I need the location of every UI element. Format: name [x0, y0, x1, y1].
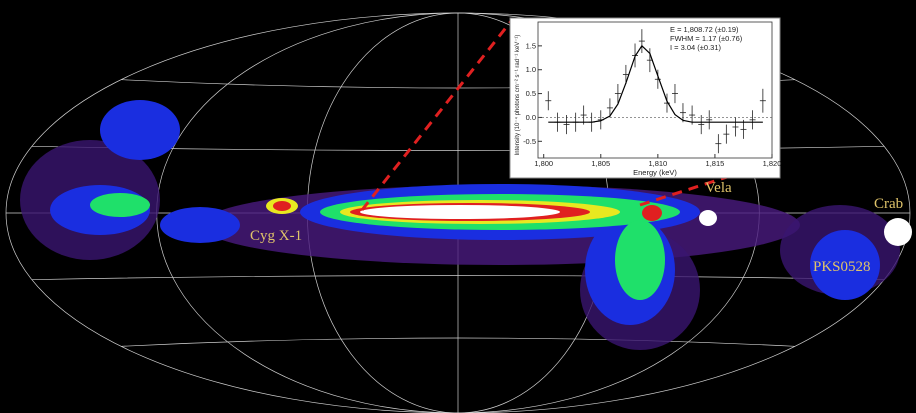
- inset-chart: E = 1,808.72 (±0.19) FWHM = 1.17 (±0.76)…: [510, 18, 781, 178]
- source-label: Cyg X-1: [250, 228, 302, 244]
- source-label: PKS0528: [813, 259, 871, 275]
- x-tick-label: 1,820: [763, 159, 782, 168]
- y-tick-label: -0.5: [523, 137, 536, 146]
- x-tick-label: 1,800: [534, 159, 553, 168]
- y-tick-label: 0.5: [526, 89, 536, 98]
- y-axis-label: Intensity (10⁻⁴ photons cm⁻² s⁻¹ rad⁻¹ k…: [514, 35, 521, 156]
- y-tick-label: 1.5: [526, 41, 536, 50]
- annotation: FWHM = 1.17 (±0.76): [670, 34, 743, 43]
- x-axis-label: Energy (keV): [633, 168, 677, 177]
- y-tick-label: 0.0: [526, 113, 536, 122]
- source-label: Vela: [705, 180, 732, 196]
- x-tick-label: 1,810: [648, 159, 667, 168]
- x-tick-label: 1,815: [706, 159, 725, 168]
- annotation: E = 1,808.72 (±0.19): [670, 25, 739, 34]
- x-tick-label: 1,805: [591, 159, 610, 168]
- y-tick-label: 1.0: [526, 65, 536, 74]
- source-label: Crab: [874, 196, 903, 212]
- sky-map-figure: Cyg X-1 Vela Crab PKS0528 E = 1,808.72 (…: [0, 0, 916, 413]
- annotation: I = 3.04 (±0.31): [670, 43, 722, 52]
